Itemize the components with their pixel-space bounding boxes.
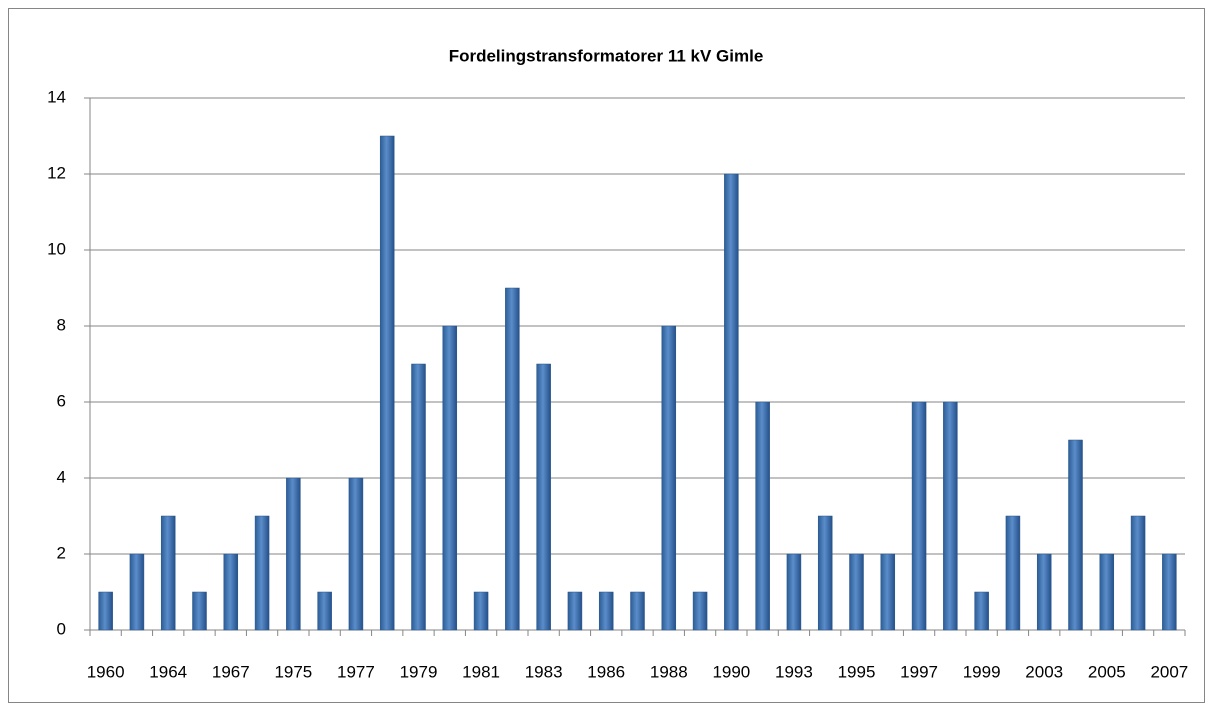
bar xyxy=(1068,439,1083,631)
y-tick-label: 14 xyxy=(47,87,66,106)
bar xyxy=(1099,553,1115,631)
bar xyxy=(98,591,113,631)
x-tick-label: 1997 xyxy=(900,662,938,681)
bar xyxy=(1162,553,1177,631)
y-tick-label: 6 xyxy=(57,391,66,410)
bar xyxy=(254,515,270,631)
x-tick-label: 2005 xyxy=(1088,662,1126,681)
x-tick-label: 1964 xyxy=(149,662,187,681)
bar xyxy=(160,515,176,631)
bar xyxy=(598,591,614,631)
bar xyxy=(192,591,207,631)
y-tick-label: 8 xyxy=(57,315,66,334)
bar xyxy=(473,591,489,631)
x-tick-label: 2007 xyxy=(1150,662,1188,681)
bar xyxy=(911,401,927,631)
x-tick-label: 1986 xyxy=(587,662,625,681)
bar xyxy=(567,591,583,631)
bar xyxy=(880,553,896,631)
bar xyxy=(348,477,364,631)
y-tick-label: 12 xyxy=(47,163,66,182)
bar xyxy=(286,477,301,631)
bar xyxy=(505,287,520,631)
chart-border xyxy=(8,8,1205,703)
x-tick-label: 1975 xyxy=(274,662,312,681)
bar xyxy=(379,135,395,631)
bar xyxy=(974,591,989,631)
x-tick-label: 1993 xyxy=(775,662,813,681)
bar xyxy=(661,325,677,631)
bar xyxy=(129,553,145,631)
y-tick-label: 0 xyxy=(57,619,66,638)
x-tick-label: 1990 xyxy=(712,662,750,681)
x-tick-label: 1988 xyxy=(650,662,688,681)
bar xyxy=(817,515,833,631)
bar xyxy=(849,553,864,631)
chart-title: Fordelingstransformatorer 11 kV Gimle xyxy=(449,46,764,65)
bar xyxy=(692,591,708,631)
bar xyxy=(943,401,958,631)
bar xyxy=(724,173,739,631)
bar xyxy=(1130,515,1146,631)
bar xyxy=(317,591,332,631)
bar xyxy=(411,363,426,631)
bar xyxy=(1005,515,1021,631)
x-tick-label: 1977 xyxy=(337,662,375,681)
bar xyxy=(786,553,802,631)
x-tick-label: 1999 xyxy=(963,662,1001,681)
x-tick-label: 1960 xyxy=(87,662,125,681)
bar xyxy=(630,591,645,631)
x-tick-label: 1995 xyxy=(838,662,876,681)
x-tick-label: 1967 xyxy=(212,662,250,681)
bar xyxy=(536,363,551,631)
bar xyxy=(223,553,239,631)
y-tick-label: 10 xyxy=(47,239,66,258)
y-tick-label: 2 xyxy=(57,543,66,562)
bar xyxy=(442,325,458,631)
y-tick-label: 4 xyxy=(57,467,66,486)
bar xyxy=(755,401,770,631)
bar xyxy=(1036,553,1052,631)
x-tick-label: 1981 xyxy=(462,662,500,681)
x-tick-label: 1983 xyxy=(525,662,563,681)
x-tick-label: 2003 xyxy=(1025,662,1063,681)
x-tick-label: 1979 xyxy=(400,662,438,681)
